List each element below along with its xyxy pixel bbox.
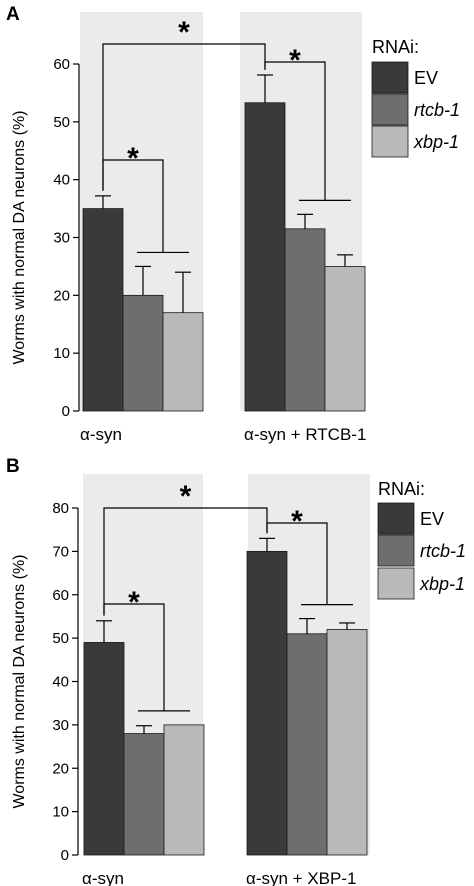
legend-label: xbp-1 [413,132,459,152]
bar-rtcb-1-1 [284,228,326,412]
legend-swatch-rtcb-1 [371,93,409,126]
legend-swatch-rtcb-1 [377,534,415,567]
y-axis-label: Worms with normal DA neurons (%) [11,111,28,365]
y-tick-label: 60 [52,587,69,604]
panel-label: B [6,456,20,477]
y-tick-label: 80 [52,500,69,517]
legend-label: rtcb-1 [420,541,466,561]
y-tick-label: 40 [52,674,69,691]
legend-label: EV [414,68,438,88]
bar-xbp-1-0 [162,312,204,412]
legend-label: rtcb-1 [414,100,460,120]
legend-swatch-EV [377,502,415,535]
category-label: α-syn [82,869,124,886]
bar-rtcb-1-0 [123,733,165,856]
y-tick-label: 0 [61,847,69,864]
panel-label: A [6,4,20,25]
legend-label: xbp-1 [419,574,465,594]
y-tick-label: 30 [52,717,69,734]
category-label: α-syn + RTCB-1 [244,425,366,444]
significance-bracket [103,603,165,711]
bar-EV-1 [244,102,286,412]
y-tick-label: 10 [53,345,70,362]
bar-xbp-1-1 [324,266,366,412]
significance-bracket [102,159,164,253]
bar-xbp-1-0 [163,724,205,856]
y-tick-label: 70 [52,543,69,560]
significance-bracket [264,61,326,201]
legend-title: RNAi: [372,37,419,57]
significance-bracket [266,522,328,605]
y-tick-label: 40 [53,172,70,189]
category-label: α-syn [80,425,122,444]
legend-swatch-EV [371,61,409,94]
bar-EV-0 [82,208,124,412]
bar-EV-0 [83,642,125,856]
significance-star: * [178,16,190,49]
y-tick-label: 0 [62,403,70,420]
y-tick-label: 50 [52,630,69,647]
significance-star: * [128,586,140,619]
legend-label: EV [420,509,444,529]
bar-EV-1 [246,550,288,856]
significance-star: * [180,480,192,513]
y-tick-label: 60 [53,56,70,73]
y-tick-label: 10 [52,804,69,821]
y-axis-label: Worms with normal DA neurons (%) [11,555,28,809]
significance-star: * [289,44,301,77]
significance-bracket [103,507,268,615]
legend-swatch-xbp-1 [377,567,415,600]
y-tick-label: 20 [52,760,69,777]
legend-title: RNAi: [378,479,425,499]
y-tick-label: 30 [53,230,70,247]
significance-star: * [127,142,139,175]
y-tick-label: 20 [53,287,70,304]
legend-swatch-xbp-1 [371,125,409,158]
bar-xbp-1-1 [326,629,368,856]
bar-rtcb-1-0 [122,294,164,412]
bar-rtcb-1-1 [286,633,328,856]
y-tick-label: 50 [53,114,70,131]
significance-star: * [291,505,303,538]
category-label: α-syn + XBP-1 [246,869,356,886]
significance-bracket [102,43,266,190]
